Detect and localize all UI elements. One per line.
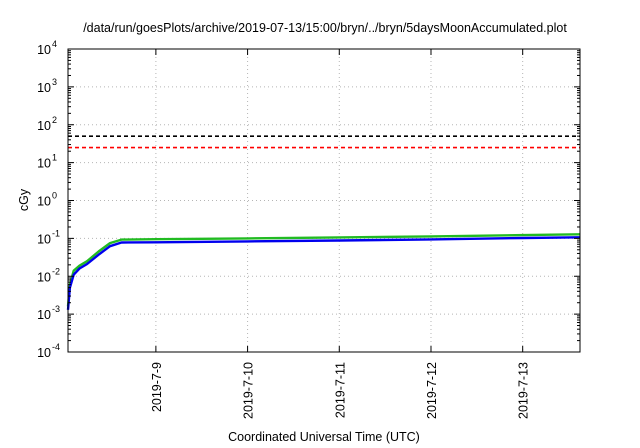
- y-tick-exponent: 4: [52, 39, 57, 49]
- series-lines: [66, 233, 581, 310]
- x-tick-label: 2019-7-12: [425, 362, 439, 419]
- x-tick-label: 2019-7-11: [333, 362, 347, 418]
- y-tick-exponent: 3: [52, 77, 57, 87]
- y-tick-exponent: 0: [52, 191, 57, 201]
- series-line: [66, 233, 581, 307]
- y-tick-base: 10: [37, 346, 51, 360]
- x-axis-label: Coordinated Universal Time (UTC): [228, 430, 420, 444]
- y-axis-label: cGy: [17, 188, 31, 211]
- series-line: [66, 236, 581, 310]
- y-tick-base: 10: [37, 119, 51, 133]
- y-tick-exponent: 2: [52, 115, 57, 125]
- y-tick-exponent: 1: [52, 153, 57, 163]
- y-tick-label: 100: [37, 191, 57, 209]
- x-tick-label: 2019-7-13: [517, 362, 531, 419]
- y-tick-base: 10: [37, 195, 51, 209]
- x-tick-label: 2019-7-9: [150, 362, 164, 412]
- y-tick-exponent: -4: [52, 342, 60, 352]
- x-tick-label: 2019-7-10: [242, 362, 256, 419]
- y-tick-base: 10: [37, 232, 51, 246]
- y-tick-exponent: -2: [52, 266, 60, 276]
- y-tick-label: 104: [37, 39, 57, 57]
- y-tick-base: 10: [37, 157, 51, 171]
- y-tick-label: 102: [37, 115, 57, 133]
- y-tick-base: 10: [37, 270, 51, 284]
- y-tick-base: 10: [37, 308, 51, 322]
- y-tick-exponent: -3: [52, 304, 60, 314]
- y-tick-label: 101: [37, 153, 57, 171]
- threshold-lines: [68, 135, 580, 149]
- y-tick-base: 10: [37, 81, 51, 95]
- y-tick-exponent: -1: [52, 228, 60, 238]
- y-tick-label: 10-3: [37, 304, 60, 322]
- y-tick-label: 10-1: [37, 228, 60, 246]
- y-tick-label: 10-2: [37, 266, 60, 284]
- x-axis-ticks: 2019-7-9 2019-7-10 2019-7-11 2019-7-12 2019-…: [150, 49, 531, 419]
- y-tick-label: 10-4: [37, 342, 60, 360]
- y-tick-label: 103: [37, 77, 57, 95]
- chart-title: /data/run/goesPlots/archive/2019-07-13/1…: [83, 21, 567, 35]
- y-tick-base: 10: [37, 43, 51, 57]
